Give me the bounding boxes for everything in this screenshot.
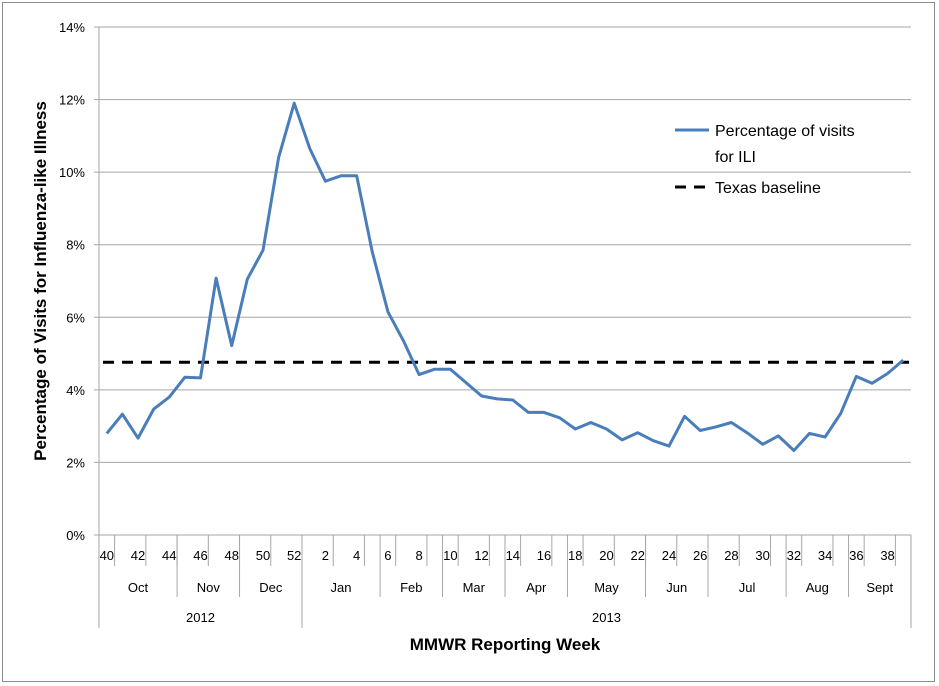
- week-tick-label: 14: [506, 548, 520, 563]
- month-label: Jun: [666, 580, 687, 595]
- week-tick-label: 36: [849, 548, 863, 563]
- month-label: May: [594, 580, 619, 595]
- y-tick-label: 14%: [59, 20, 85, 35]
- week-tick-label: 32: [787, 548, 801, 563]
- y-tick-label: 10%: [59, 165, 85, 180]
- month-label: Jan: [331, 580, 352, 595]
- month-label: Mar: [463, 580, 486, 595]
- week-tick-label: 2: [322, 548, 329, 563]
- week-tick-label: 22: [630, 548, 644, 563]
- x-axis-title: MMWR Reporting Week: [410, 635, 601, 654]
- y-tick-label: 12%: [59, 93, 85, 108]
- week-tick-label: 46: [193, 548, 207, 563]
- week-tick-label: 52: [287, 548, 301, 563]
- month-label: Nov: [197, 580, 221, 595]
- legend-baseline-label: Texas baseline: [715, 180, 821, 197]
- y-tick-labels: 0% 2% 4% 6% 8% 10% 12% 14%: [59, 20, 85, 543]
- week-tick-label: 24: [662, 548, 676, 563]
- ili-data-points: [106, 103, 904, 451]
- legend-ili-label-line2: for ILI: [715, 149, 756, 166]
- legend: Percentage of visits for ILI Texas basel…: [675, 123, 855, 197]
- week-tick-label: 48: [224, 548, 238, 563]
- week-tick-label: 40: [100, 548, 114, 563]
- month-label: Aug: [806, 580, 829, 595]
- week-tick-label: 34: [818, 548, 832, 563]
- x-axis: 40 42 44 46 48 50 52 2 4 6 8 10 12 14 16 18 20 22 24 26 28 30…: [98, 535, 912, 628]
- week-tick-label: 12: [474, 548, 488, 563]
- week-tick-label: 4: [353, 548, 360, 563]
- y-tick-label: 8%: [66, 238, 85, 253]
- week-tick-label: 6: [384, 548, 391, 563]
- week-tick-label: 8: [415, 548, 422, 563]
- ili-series-line: [105, 101, 905, 452]
- week-tick-label: 10: [443, 548, 457, 563]
- week-tick-label: 18: [568, 548, 582, 563]
- week-tick-label: 30: [755, 548, 769, 563]
- y-tick-label: 6%: [66, 310, 85, 325]
- month-label: Oct: [128, 580, 149, 595]
- week-tick-label: 26: [693, 548, 707, 563]
- week-tick-label: 50: [256, 548, 270, 563]
- week-tick-label: 44: [162, 548, 176, 563]
- y-axis-title: Percentage of Visits for Influenza-like …: [31, 101, 50, 461]
- year-label: 2012: [186, 610, 215, 625]
- week-tick-label: 42: [131, 548, 145, 563]
- week-tick-label: 16: [537, 548, 551, 563]
- legend-ili-label-line1: Percentage of visits: [715, 123, 855, 140]
- month-label: Apr: [526, 580, 547, 595]
- month-label: Dec: [259, 580, 283, 595]
- month-label: Sept: [866, 580, 893, 595]
- gridlines: [94, 26, 911, 536]
- week-tick-label: 38: [880, 548, 894, 563]
- week-tick-label: 28: [724, 548, 738, 563]
- y-tick-label: 4%: [66, 383, 85, 398]
- year-label: 2013: [592, 610, 621, 625]
- y-tick-label: 2%: [66, 455, 85, 470]
- month-label: Feb: [400, 580, 422, 595]
- week-tick-label: 20: [599, 548, 613, 563]
- month-label: Jul: [739, 580, 756, 595]
- y-tick-label: 0%: [66, 528, 85, 543]
